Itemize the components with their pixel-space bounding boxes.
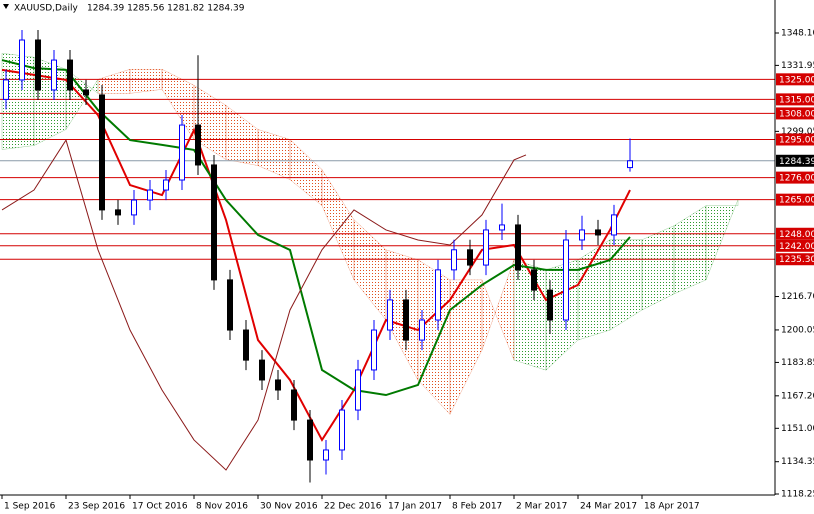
y-tick-label: 1331.95 <box>781 61 814 71</box>
candle-body <box>35 39 41 91</box>
candle-body <box>67 59 73 91</box>
candle-body <box>243 329 249 361</box>
x-tick-label: 18 Apr 2017 <box>644 502 700 512</box>
x-tick-label: 22 Dec 2016 <box>324 502 382 512</box>
candle-body <box>115 209 121 216</box>
candle-body <box>499 224 505 231</box>
candle-body <box>451 249 457 271</box>
cloud-segment <box>513 259 547 371</box>
level-label-box <box>776 239 814 252</box>
y-tick-label: 1216.70 <box>781 292 814 302</box>
level-label: 1295.00 <box>779 135 814 145</box>
level-label-box <box>776 193 814 206</box>
title-arrow <box>3 4 9 9</box>
level-label: 1242.00 <box>779 242 814 252</box>
candle-body <box>611 214 617 236</box>
level-label: 1308.00 <box>779 109 814 119</box>
y-tick-label: 1167.20 <box>781 391 814 401</box>
level-label: 1315.00 <box>779 95 814 105</box>
candle-body <box>515 224 521 271</box>
chart-subtitle: 1284.39 1285.56 1281.82 1284.39 <box>87 4 245 14</box>
level-label-box <box>776 107 814 120</box>
x-tick-label: 17 Oct 2016 <box>132 502 188 512</box>
candle-body <box>211 164 217 281</box>
indicator-line <box>1 138 527 471</box>
indicator-line <box>1 59 631 397</box>
candle-body <box>275 379 281 391</box>
candle-body <box>627 160 633 169</box>
candle-body <box>371 329 377 371</box>
level-label-box <box>776 253 814 266</box>
candle-body <box>227 279 233 331</box>
candle-body <box>291 389 297 421</box>
level-label-box <box>776 171 814 184</box>
candle-body <box>403 299 409 341</box>
y-tick-label: 1299.05 <box>781 127 814 137</box>
candle-body <box>595 229 601 236</box>
last-price-box <box>776 154 814 167</box>
candle-body <box>563 239 569 321</box>
candle-body <box>467 249 473 266</box>
level-label-box <box>776 73 814 86</box>
candle-body <box>339 409 345 451</box>
level-label: 1325.00 <box>779 75 814 85</box>
candle-body <box>435 269 441 321</box>
candle-body <box>355 369 361 411</box>
candle-body <box>99 94 105 211</box>
candle-body <box>547 289 553 321</box>
y-tick-label: 1118.25 <box>781 489 814 499</box>
candle-body <box>323 449 329 461</box>
candle-body <box>195 124 201 166</box>
x-tick-label: 8 Feb 2017 <box>452 502 502 512</box>
candle-body <box>179 124 185 181</box>
level-label: 1265.00 <box>779 196 814 206</box>
candle-body <box>3 79 9 100</box>
y-tick-label: 1183.85 <box>781 358 814 368</box>
last-price-label: 1284.39 <box>779 157 814 167</box>
level-label-box <box>776 93 814 106</box>
candle-body <box>163 179 169 191</box>
cloud-segment <box>129 69 163 94</box>
candle-body <box>147 189 153 201</box>
axes: 1348.10 1331.95 1299.05 1216.70 1200.05 1183.… <box>1 28 814 512</box>
level-label-box <box>776 227 814 240</box>
x-tick-label: 2 Mar 2017 <box>516 502 567 512</box>
x-tick-label: 30 Nov 2016 <box>260 502 318 512</box>
candle-body <box>307 419 313 461</box>
candle-body <box>483 229 489 266</box>
level-label: 1276.00 <box>779 174 814 184</box>
y-tick-label: 1151.00 <box>781 424 814 434</box>
plot-area <box>0 29 775 483</box>
x-tick-label: 17 Jan 2017 <box>388 502 442 512</box>
y-tick-label: 1200.05 <box>781 325 814 335</box>
candle-body <box>419 319 425 341</box>
candle-body <box>259 359 265 381</box>
x-tick-label: 1 Sep 2016 <box>4 502 56 512</box>
level-label: 1248.00 <box>779 230 814 240</box>
x-tick-label: 24 Mar 2017 <box>580 502 637 512</box>
candle-body <box>131 199 137 216</box>
candle-body <box>579 229 585 241</box>
candle-body <box>19 39 25 81</box>
x-tick-label: 8 Nov 2016 <box>196 502 248 512</box>
candle-body <box>51 59 57 91</box>
chart-title: XAUUSD,Daily <box>14 4 78 14</box>
candle-body <box>387 299 393 331</box>
y-tick-label: 1348.10 <box>781 28 814 38</box>
y-tick-label: 1134.35 <box>781 457 814 467</box>
level-label: 1235.30 <box>779 255 814 265</box>
x-tick-label: 23 Sep 2016 <box>68 502 125 512</box>
candle-body <box>531 269 537 291</box>
level-label-box <box>776 133 814 146</box>
candle-body <box>83 89 89 96</box>
